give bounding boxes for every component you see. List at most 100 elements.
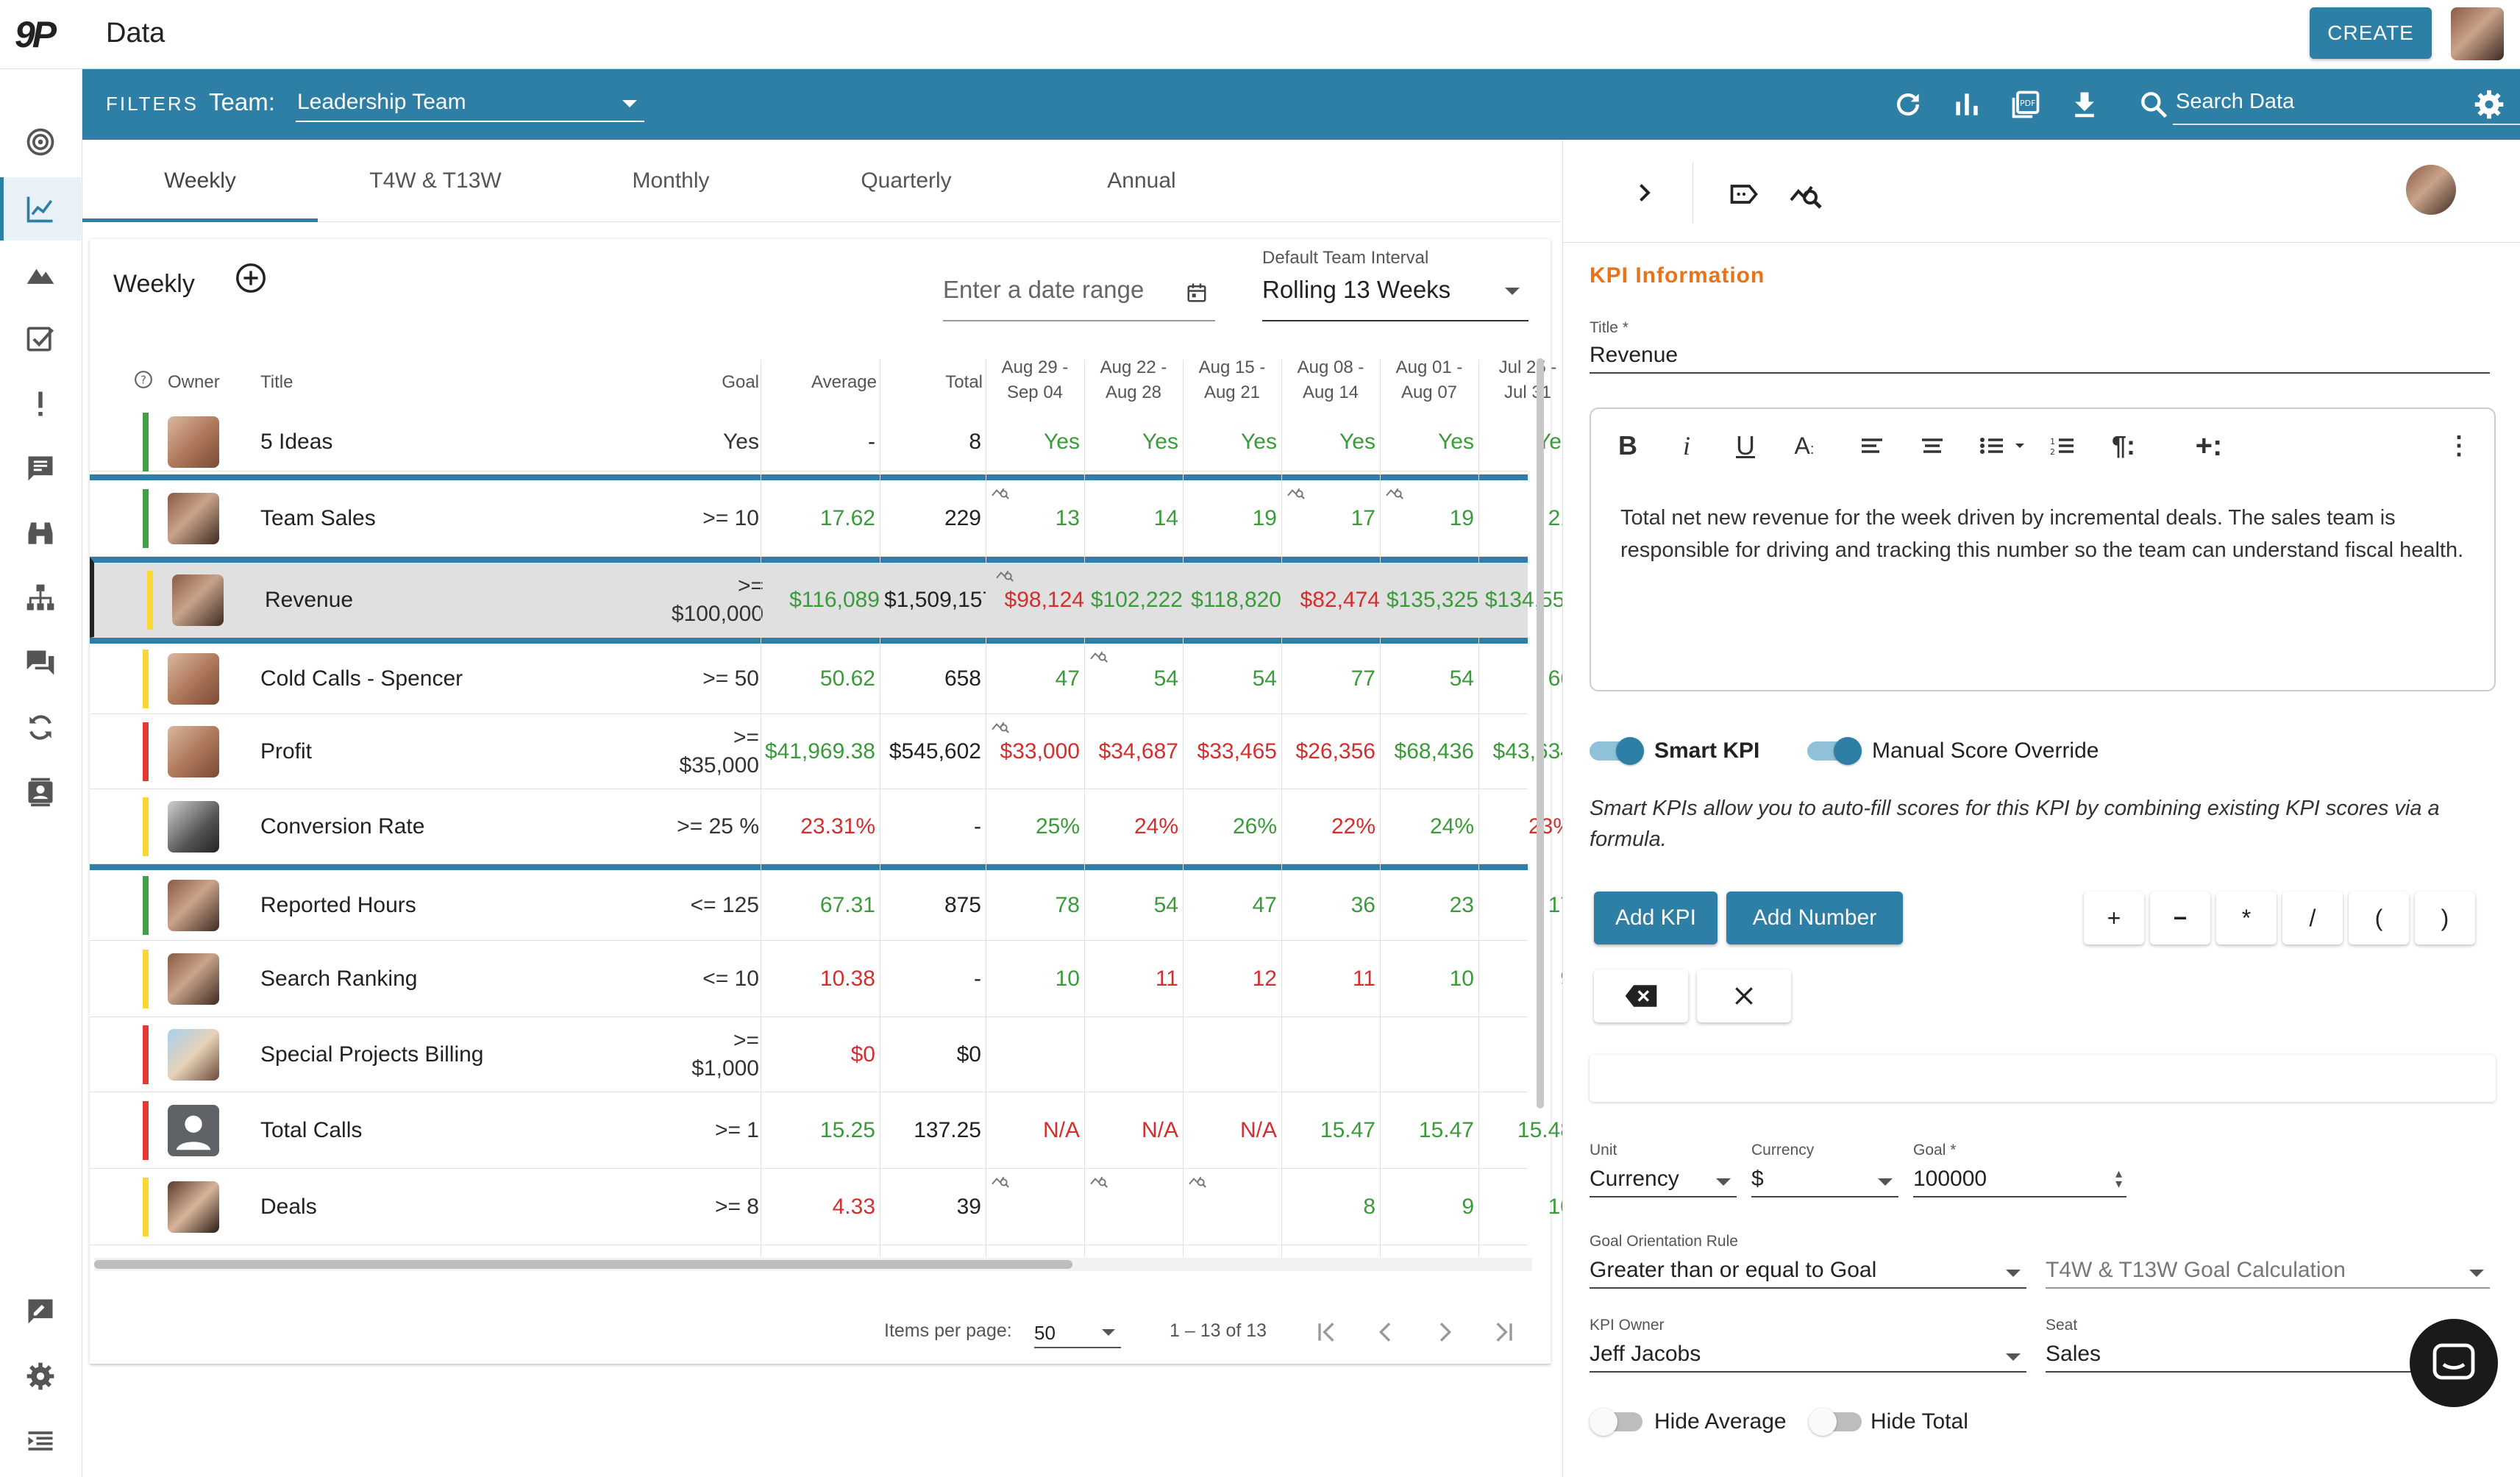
date-range-input[interactable]: Enter a date range: [943, 271, 1215, 321]
plus-button[interactable]: +: [2084, 891, 2144, 944]
table-row[interactable]: Special Projects Billing >= $1,000 $0 $0: [90, 1017, 1528, 1092]
owner-avatar[interactable]: [168, 726, 219, 777]
horizontal-scrollbar[interactable]: [94, 1258, 1532, 1271]
smart-kpi-toggle[interactable]: [1590, 737, 1647, 765]
chevron-right-icon[interactable]: [1631, 179, 1657, 206]
week-score[interactable]: 78: [1055, 893, 1080, 917]
table-row[interactable]: Profit >= $35,000 $41,969.38 $545,602 $33,000…: [90, 714, 1607, 789]
owner-avatar[interactable]: [168, 801, 219, 853]
add-circle-icon[interactable]: [234, 261, 268, 295]
filters-label[interactable]: FILTERS: [106, 93, 199, 115]
header-week[interactable]: Aug 01 - Aug 07: [1380, 355, 1478, 405]
header-owner[interactable]: Owner: [168, 372, 220, 392]
kpi-title[interactable]: Profit: [260, 739, 313, 764]
pdf-icon[interactable]: PDF: [2010, 88, 2042, 121]
clear-button[interactable]: [1697, 969, 1791, 1022]
goal-input[interactable]: 100000 ▴ ▾: [1913, 1167, 2126, 1197]
week-score[interactable]: 66: [1548, 666, 1573, 691]
sidebar-item-headlines[interactable]: [0, 437, 81, 500]
download-icon[interactable]: [2068, 88, 2101, 121]
week-score[interactable]: 9: [1462, 1195, 1474, 1219]
sidebar-item-issues[interactable]: [0, 372, 81, 435]
horizontal-scroll-thumb[interactable]: [94, 1260, 1072, 1269]
week-score[interactable]: $135,325: [1386, 588, 1478, 612]
chat-launcher-button[interactable]: [2410, 1319, 2498, 1407]
week-score[interactable]: 19: [1449, 506, 1474, 530]
trend-search-icon[interactable]: [1788, 177, 1823, 212]
week-score[interactable]: Yes: [1142, 430, 1178, 454]
week-score[interactable]: 10: [1055, 967, 1080, 991]
sidebar-item-settings[interactable]: [0, 1345, 81, 1408]
week-score[interactable]: 13: [1055, 506, 1080, 530]
trend-search-icon[interactable]: [990, 483, 1012, 501]
header-week[interactable]: Aug 22 - Aug 28: [1084, 355, 1183, 405]
tab-monthly[interactable]: Monthly: [632, 168, 710, 193]
seat-input[interactable]: Sales: [2046, 1342, 2490, 1373]
week-score[interactable]: $33,465: [1197, 739, 1277, 764]
sidebar-item-insights[interactable]: [0, 502, 81, 565]
hide-average-toggle[interactable]: [1590, 1408, 1647, 1436]
header-week[interactable]: Aug 15 - Aug 21: [1183, 355, 1281, 405]
insert-button[interactable]: +:: [2195, 430, 2223, 462]
first-page-icon[interactable]: [1312, 1317, 1342, 1347]
trend-search-icon[interactable]: [1286, 483, 1308, 501]
week-score[interactable]: 23%: [1528, 814, 1573, 839]
app-logo[interactable]: 9Ρ: [15, 14, 57, 55]
week-score[interactable]: 24%: [1133, 814, 1178, 839]
search-input[interactable]: Search Data: [2173, 84, 2520, 125]
owner-avatar[interactable]: [172, 574, 224, 626]
gear-icon[interactable]: [2473, 88, 2505, 121]
minus-button[interactable]: −: [2150, 891, 2210, 944]
week-score[interactable]: 19: [1252, 506, 1277, 530]
open-paren-button[interactable]: (: [2349, 891, 2409, 944]
divide-button[interactable]: /: [2282, 891, 2343, 944]
last-page-icon[interactable]: [1489, 1317, 1518, 1347]
hide-total-toggle[interactable]: [1809, 1408, 1866, 1436]
week-score[interactable]: $68,436: [1394, 739, 1474, 764]
week-score[interactable]: Yes: [1241, 430, 1277, 454]
week-score[interactable]: 22%: [1331, 814, 1375, 839]
owner-avatar[interactable]: [168, 416, 219, 468]
stepper-icon[interactable]: ▴ ▾: [2115, 1166, 2122, 1191]
week-score[interactable]: Yes: [1537, 430, 1573, 454]
week-score[interactable]: 17: [1548, 893, 1573, 917]
table-row[interactable]: Revenue >= $100,000 $116,089 $1,509,157 $98,1…: [90, 557, 1624, 638]
italic-button[interactable]: i: [1682, 431, 1690, 460]
week-score[interactable]: 14: [1153, 506, 1178, 530]
week-score[interactable]: 15.48: [1517, 1118, 1573, 1142]
paragraph-button[interactable]: ¶:: [2111, 430, 2135, 460]
table-row[interactable]: Reported Hours <= 125 67.31 875 78 54 47 36 23 17: [90, 864, 1573, 941]
interval-select[interactable]: Rolling 13 Weeks: [1262, 271, 1528, 321]
week-score[interactable]: $134,557: [1484, 588, 1577, 612]
manual-override-toggle[interactable]: [1807, 737, 1865, 765]
owner-avatar[interactable]: [168, 1105, 219, 1156]
owner-avatar[interactable]: [168, 1029, 219, 1081]
tab-annual[interactable]: Annual: [1107, 168, 1176, 193]
formula-input[interactable]: [1590, 1055, 2496, 1102]
trend-search-icon[interactable]: [990, 717, 1012, 735]
title-input[interactable]: Revenue: [1590, 343, 2490, 374]
sidebar-item-people[interactable]: [0, 761, 81, 824]
week-score[interactable]: 17: [1350, 506, 1375, 530]
refresh-icon[interactable]: [1892, 88, 1924, 121]
header-week[interactable]: Aug 29 - Sep 04: [986, 355, 1084, 405]
header-week[interactable]: Aug 08 - Aug 14: [1281, 355, 1380, 405]
week-score[interactable]: 36: [1350, 893, 1375, 917]
owner-avatar[interactable]: [168, 1181, 219, 1233]
trend-search-icon[interactable]: [1384, 483, 1406, 501]
sidebar-item-meetings[interactable]: [0, 631, 81, 694]
tab-t4w-t13w[interactable]: T4W & T13W: [369, 168, 502, 193]
owner-avatar[interactable]: [168, 953, 219, 1005]
next-page-icon[interactable]: [1430, 1317, 1459, 1347]
add-kpi-button[interactable]: Add KPI: [1594, 891, 1718, 944]
create-button[interactable]: CREATE: [2310, 7, 2432, 59]
bullet-list-icon[interactable]: [1971, 424, 2015, 468]
align-center-icon[interactable]: [1910, 424, 1954, 468]
kpi-title[interactable]: Reported Hours: [260, 893, 416, 917]
week-score[interactable]: 47: [1055, 666, 1080, 691]
week-score[interactable]: N/A: [1042, 1118, 1080, 1142]
align-left-icon[interactable]: [1850, 424, 1894, 468]
kpi-title[interactable]: Cold Calls - Spencer: [260, 666, 463, 691]
week-score[interactable]: 25%: [1035, 814, 1080, 839]
week-score[interactable]: 54: [1153, 893, 1178, 917]
